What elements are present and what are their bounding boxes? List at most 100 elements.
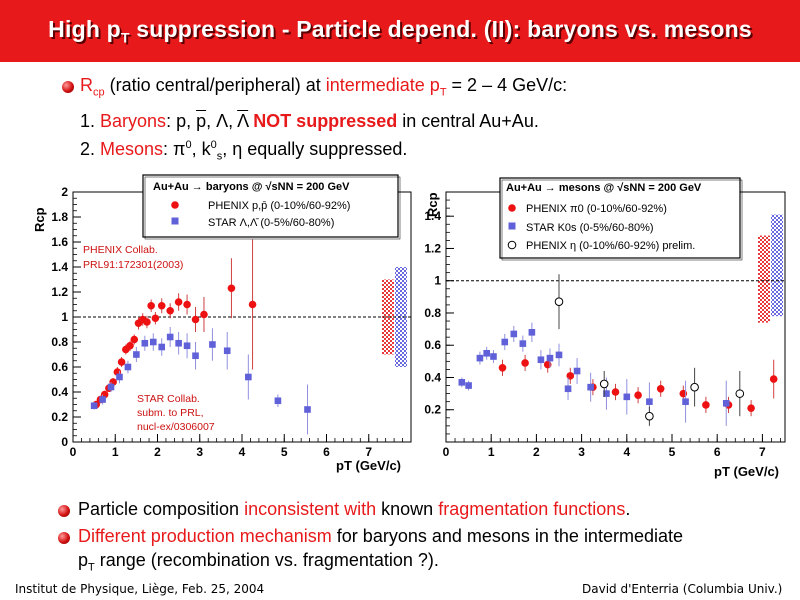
legend-star-k0s-square [508, 222, 516, 230]
y-tick-label: 1.2 [424, 241, 441, 255]
data-point-square [274, 397, 282, 405]
pbar-symbol: p [196, 111, 207, 131]
title-sub-t: T [120, 29, 130, 46]
legend-phenix-pp: PHENIX p,p̄ (0-10%/60-92%) [208, 200, 350, 212]
data-point-open-circle [735, 389, 745, 398]
bullet-rcp: Rcp (ratio central/peripheral) at interm… [80, 74, 567, 104]
data-point-square [149, 338, 157, 346]
data-point-circle [634, 391, 642, 400]
data-point-square [116, 373, 123, 381]
x-tick-label: 3 [196, 445, 203, 459]
y-tick-label: 0 [61, 435, 68, 449]
rcp-desc: (ratio central/peripheral) at [104, 75, 326, 95]
baryons-legend-title: Au+Au → baryons @ √sNN = 200 GeV [153, 181, 350, 193]
y-tick-label: 1.2 [51, 285, 68, 299]
title-text-1: High p [48, 16, 121, 43]
data-point-square [682, 398, 689, 405]
data-point-square [490, 353, 497, 360]
y-tick-label: 1.6 [51, 235, 68, 249]
data-point-square [623, 393, 631, 401]
data-point-square [304, 406, 311, 413]
data-point-circle [157, 301, 166, 310]
data-point-open-circle [645, 411, 654, 421]
data-point-square [223, 347, 231, 355]
baryons-particles-b: , Λ, [206, 111, 238, 131]
bullet-mechanism-line2: pT range (recombination vs. fragmentatio… [78, 549, 439, 579]
data-point-square [90, 402, 98, 410]
legend-phenix-circle [171, 201, 179, 209]
composition-c: . [625, 499, 631, 519]
bullet-icon [62, 81, 74, 93]
data-point-square [158, 343, 166, 351]
x-tick-label: 7 [759, 445, 766, 459]
data-point-square [166, 333, 174, 341]
data-point-open-circle [554, 297, 564, 306]
data-point-square [722, 399, 730, 407]
x-tick-label: 2 [533, 445, 540, 459]
baryons-ylabel: Rcp [32, 207, 47, 232]
data-point-circle [521, 359, 529, 367]
data-point-circle [191, 315, 200, 324]
x-tick-label: 2 [154, 445, 161, 459]
mechanism-c: range (recombination vs. fragmentation ?… [94, 550, 439, 570]
mechanism-pt-sub: T [88, 561, 95, 574]
data-point-square [603, 390, 610, 397]
data-point-square [519, 340, 527, 347]
x-tick-label: 6 [323, 445, 330, 459]
data-point-open-circle [599, 379, 609, 389]
normalization-band-blue [771, 214, 783, 317]
y-tick-label: 0.8 [51, 335, 68, 349]
data-point-square [133, 351, 140, 358]
data-point-circle [147, 301, 155, 310]
bullet-icon [58, 505, 70, 517]
mesons-chart: 0 1 2 3 4 5 6 7 0.2 0.4 0.6 0.8 1 1.2 1.4 Au+Au → meso… [424, 177, 786, 479]
baryons-line: 1. Baryons: p, p, Λ, Λ NOT suppressed in… [80, 110, 539, 132]
baryons-chart: 0 1 2 3 4 5 6 7 0 0.2 0.4 0.6 0.8 1 1.2 1.4 1.6 1.8 2 Au+A… [32, 174, 412, 473]
x-tick-label: 4 [239, 445, 246, 459]
data-point-square [555, 351, 563, 359]
composition-a: Particle composition [78, 499, 245, 519]
y-tick-label: 0.8 [424, 306, 441, 320]
data-point-circle [769, 375, 778, 383]
legend-star-lambda: STAR Λ,Λ̄ (0-5%/60-80%) [208, 217, 334, 229]
y-tick-label: 2 [61, 185, 68, 199]
data-point-circle [126, 341, 134, 350]
y-tick-label: 0.4 [424, 370, 441, 384]
y-tick-label: 1.8 [51, 210, 68, 224]
x-tick-label: 5 [281, 445, 288, 459]
rcp-sub: cp [93, 86, 105, 99]
y-tick-label: 0.2 [424, 403, 441, 417]
mesons-pi: : π [163, 139, 186, 159]
normalization-band-red [758, 235, 770, 323]
data-point-circle [611, 388, 620, 396]
data-point-square [192, 352, 199, 360]
not-suppressed: NOT suppressed [253, 111, 397, 131]
x-tick-label: 7 [365, 445, 372, 459]
data-point-circle [248, 300, 257, 309]
mesons-label: Mesons [100, 139, 164, 159]
data-point-circle [117, 358, 126, 366]
baryons-xlabel: pT (GeV/c) [336, 458, 401, 473]
star-collab-annotation: STAR Collab. [137, 393, 200, 405]
data-point-circle [166, 306, 174, 315]
data-point-square [107, 383, 115, 391]
pi-sup: 0 [185, 139, 192, 151]
data-point-circle [200, 310, 208, 319]
intermediate-pt: intermediate p [325, 75, 440, 95]
footer-left: Institut de Physique, Liège, Feb. 25, 20… [15, 582, 265, 596]
data-point-square [510, 330, 518, 338]
baryons-num: 1. [80, 111, 101, 131]
x-tick-label: 1 [488, 445, 495, 459]
phenix-prl-annotation: PRL91:172301(2003) [83, 259, 183, 271]
x-tick-label: 5 [669, 445, 676, 459]
mesons-k: , k [191, 139, 211, 159]
title-bar: High pT suppression - Particle depend. (… [0, 0, 800, 62]
y-tick-label: 1.4 [51, 260, 68, 274]
fragmentation-functions: fragmentation functions [438, 499, 626, 519]
data-point-square [501, 338, 509, 346]
y-tick-label: 0.4 [51, 385, 68, 399]
data-point-square [175, 339, 182, 347]
y-tick-label: 1 [61, 310, 68, 324]
mesons-xlabel: pT (GeV/c) [714, 464, 779, 479]
data-point-square [476, 354, 484, 362]
